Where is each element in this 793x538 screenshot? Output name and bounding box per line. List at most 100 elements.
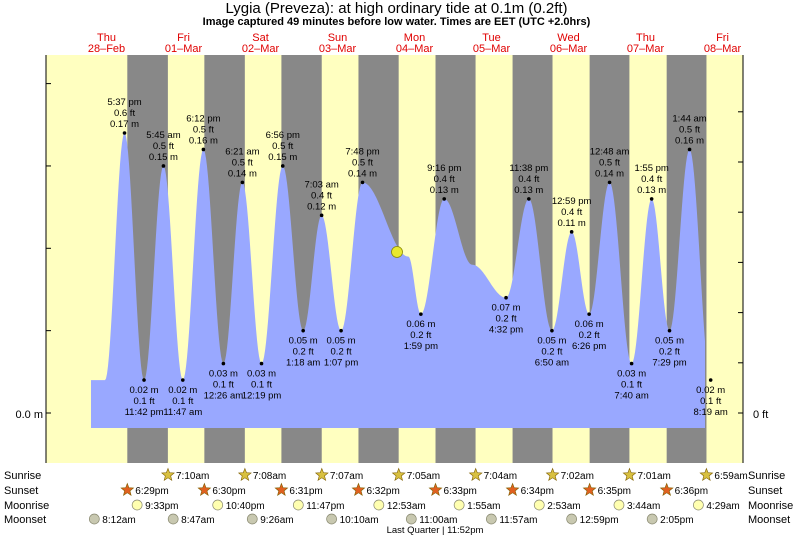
low-tide-point xyxy=(419,312,423,316)
sunset-row-label-right: Sunset xyxy=(748,485,782,497)
high-tide-point xyxy=(649,197,654,201)
moonrise-time: 12:53am xyxy=(387,501,426,512)
high-tide-point xyxy=(240,180,245,185)
low-tide-time: 8:19 am xyxy=(694,407,728,418)
circle-icon xyxy=(646,513,658,525)
low-tide-point xyxy=(339,328,343,333)
day-label: Fri xyxy=(716,32,729,44)
moonrise-time: 10:40pm xyxy=(226,501,265,512)
moonset-row-label-right: Moonset xyxy=(748,514,790,526)
high-tide-point xyxy=(319,213,324,218)
sunrise-row-label-left: Sunrise xyxy=(4,470,41,482)
moonset-time: 8:47am xyxy=(181,515,214,526)
day-label: Sat xyxy=(252,32,269,44)
circle-icon xyxy=(566,513,578,525)
high-tide-time: 12:59 pm xyxy=(552,196,592,207)
high-tide-point xyxy=(527,197,531,201)
star-icon xyxy=(659,482,674,496)
low-tide-time: 4:32 pm xyxy=(489,325,523,336)
high-tide-ft: 0.5 ft xyxy=(599,157,620,168)
sunset-time: 6:36pm xyxy=(675,486,708,497)
sunset-row-label-left: Sunset xyxy=(4,485,38,497)
high-tide-ft: 0.6 ft xyxy=(114,108,135,119)
high-tide-point xyxy=(161,164,166,168)
sunset-time: 6:33pm xyxy=(444,486,477,497)
sunrise-row-label-right: Sunrise xyxy=(748,470,785,482)
low-tide-time: 7:40 am xyxy=(614,391,648,402)
low-tide-time: 11:47 am xyxy=(163,407,202,418)
high-tide-point xyxy=(280,164,285,168)
low-tide-time: 11:42 pm xyxy=(125,407,164,418)
sunset-time: 6:35pm xyxy=(598,486,631,497)
high-tide-ft: 0.4 ft xyxy=(518,174,539,185)
low-tide-m: 0.06 m xyxy=(575,319,604,330)
y-axis-left-label: 0.0 m xyxy=(15,409,43,421)
low-tide-point xyxy=(221,361,226,366)
high-tide-m: 0.14 m xyxy=(348,168,377,179)
moonset-time: 11:00am xyxy=(419,515,457,526)
high-tide-time: 6:56 pm xyxy=(266,130,300,141)
moonset-time: 12:59pm xyxy=(580,515,619,526)
high-tide-ft: 0.4 ft xyxy=(434,174,455,185)
sunset-time: 6:30pm xyxy=(212,486,245,497)
low-tide-ft: 0.2 ft xyxy=(331,347,352,358)
circle-icon xyxy=(533,499,545,511)
sunrise-time: 7:08am xyxy=(253,471,286,482)
date-label: 03–Mar xyxy=(319,43,357,55)
high-tide-time: 5:37 pm xyxy=(107,97,141,108)
high-tide-time: 6:12 pm xyxy=(186,113,220,124)
low-tide-time: 12:26 am xyxy=(204,391,244,402)
star-icon xyxy=(237,467,252,481)
y-axis-right-label: 0 ft xyxy=(753,409,768,421)
day-label: Fri xyxy=(177,32,190,44)
high-tide-ft: 0.5 ft xyxy=(272,141,293,152)
high-tide-m: 0.13 m xyxy=(514,185,543,196)
date-label: 06–Mar xyxy=(550,43,588,55)
moonrise-row-label-left: Moonrise xyxy=(4,500,49,512)
low-tide-time: 1:07 pm xyxy=(324,358,358,369)
star-icon xyxy=(699,467,714,481)
high-tide-point xyxy=(122,131,127,135)
date-label: 02–Mar xyxy=(242,43,280,55)
moonset-row-label-left: Moonset xyxy=(4,514,46,526)
high-tide-time: 5:45 am xyxy=(146,130,180,141)
moonrise-time: 3:44am xyxy=(627,501,660,512)
low-tide-time: 1:18 am xyxy=(286,358,320,369)
low-tide-m: 0.02 m xyxy=(696,385,725,396)
circle-icon xyxy=(613,499,625,511)
low-tide-ft: 0.2 ft xyxy=(541,347,562,358)
low-tide-ft: 0.2 ft xyxy=(293,347,314,358)
day-label: Sun xyxy=(328,32,348,44)
circle-icon xyxy=(453,499,465,511)
circle-icon xyxy=(131,499,143,511)
low-tide-ft: 0.1 ft xyxy=(251,380,272,391)
moonrise-time: 9:33pm xyxy=(145,501,178,512)
moonrise-time: 11:47pm xyxy=(306,501,344,512)
low-tide-time: 6:50 am xyxy=(535,358,569,369)
low-tide-m: 0.05 m xyxy=(327,336,356,347)
high-tide-point xyxy=(607,180,612,185)
moonset-time: 10:10am xyxy=(340,515,379,526)
high-tide-time: 9:16 pm xyxy=(427,163,461,174)
sunset-time: 6:32pm xyxy=(366,486,399,497)
high-tide-m: 0.16 m xyxy=(675,135,704,146)
low-tide-ft: 0.2 ft xyxy=(410,330,431,341)
moonrise-time: 2:53am xyxy=(547,501,580,512)
moon-phase-label: Last Quarter | 11:52pm xyxy=(387,525,484,536)
star-icon xyxy=(120,482,135,496)
day-label: Thu xyxy=(97,32,116,44)
sunset-time: 6:31pm xyxy=(289,486,322,497)
day-label: Tue xyxy=(482,32,501,44)
low-tide-m: 0.03 m xyxy=(247,369,276,380)
star-icon xyxy=(582,482,597,496)
low-tide-point xyxy=(504,295,508,300)
high-tide-ft: 0.5 ft xyxy=(193,124,214,135)
daylight-band xyxy=(706,55,743,463)
high-tide-time: 1:44 am xyxy=(672,113,706,124)
sunrise-time: 7:05am xyxy=(407,471,440,482)
low-tide-point xyxy=(301,328,305,333)
star-icon xyxy=(161,467,175,481)
sunrise-time: 7:10am xyxy=(176,471,209,482)
circle-icon xyxy=(405,513,417,525)
low-tide-m: 0.02 m xyxy=(168,385,197,396)
